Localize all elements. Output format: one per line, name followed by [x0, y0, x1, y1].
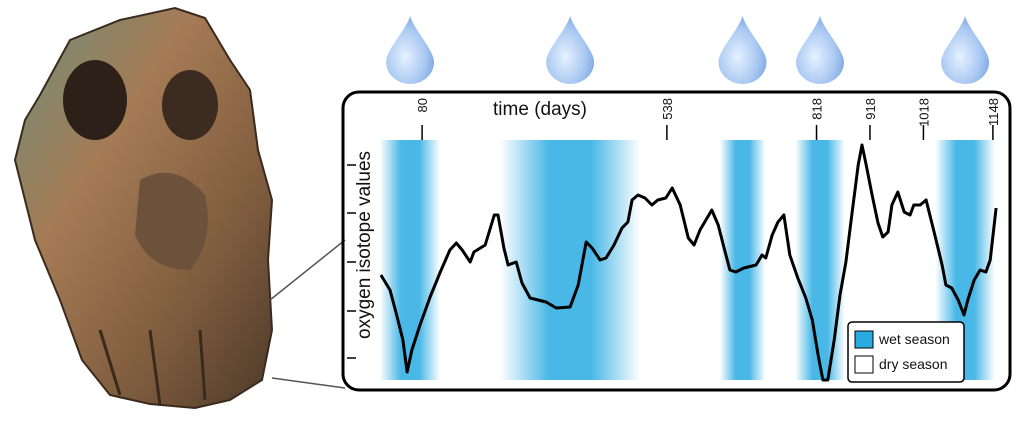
legend-label: dry season: [879, 356, 947, 372]
rain-drops: [386, 16, 990, 84]
rain-drop: [546, 16, 595, 84]
x-tick-label: 538: [660, 98, 675, 120]
x-tick-label: 80: [415, 98, 430, 112]
rain-drop: [718, 16, 767, 84]
legend-box: [847, 321, 965, 383]
ticks: 80 538 818 918 1018 1148: [347, 98, 1001, 359]
skull-photo: [13, 6, 274, 410]
y-axis-label: oxygen isotope values: [354, 151, 375, 339]
wet-season-band: [795, 140, 845, 380]
isotope-line: [379, 143, 998, 382]
wet-season-band: [379, 140, 441, 380]
plot-frame: [341, 90, 1012, 392]
x-axis-label: time (days): [493, 99, 587, 120]
legend-swatch: [854, 330, 874, 349]
x-tick-label: 1018: [916, 98, 931, 127]
legend: wet season dry season: [847, 321, 965, 383]
legend-swatch: [854, 355, 874, 374]
rain-drop: [386, 16, 435, 84]
x-tick-label: 1148: [986, 98, 1001, 126]
rain-drop: [941, 16, 990, 84]
x-tick-label: 918: [863, 98, 878, 120]
legend-label: wet season: [878, 331, 950, 347]
zoom-lines: [269, 239, 346, 389]
rain-drop: [796, 16, 845, 84]
x-tick-label: 818: [810, 98, 825, 120]
wet-season-band: [500, 140, 641, 380]
